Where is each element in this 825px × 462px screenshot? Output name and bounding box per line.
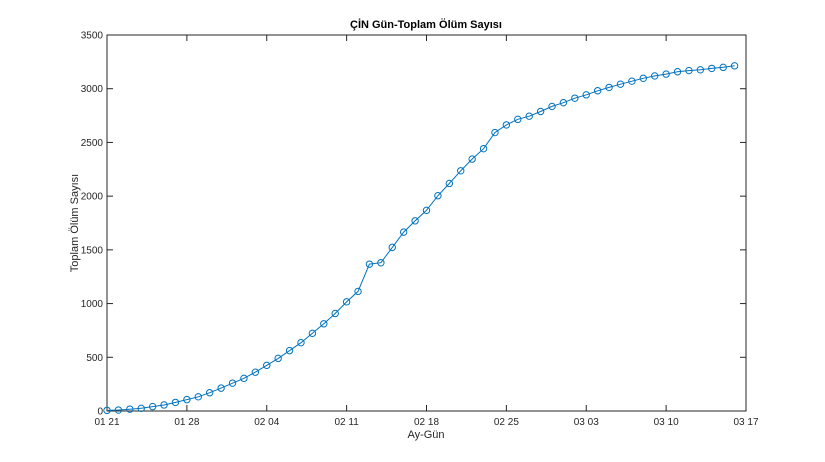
- series-line: [106, 65, 735, 411]
- data-point-marker: [502, 121, 511, 129]
- x-axis-label: Ay-Gün: [407, 429, 444, 441]
- x-tick-label: 03 17: [733, 417, 758, 428]
- data-point-marker: [491, 128, 499, 137]
- x-tick-label: 01 21: [94, 417, 119, 428]
- data-point-marker: [240, 374, 248, 383]
- data-point-marker: [525, 112, 533, 120]
- data-point-marker: [320, 320, 328, 328]
- data-point-marker: [708, 64, 716, 73]
- data-series: [103, 62, 739, 415]
- data-point-marker: [582, 91, 590, 99]
- data-point-marker: [331, 309, 339, 318]
- x-tick-label: 02 11: [334, 417, 359, 428]
- data-point-marker: [605, 83, 613, 92]
- data-point-marker: [468, 155, 476, 163]
- y-tick-label: 3500: [81, 31, 104, 42]
- data-point-marker: [434, 192, 442, 200]
- y-tick-label: 3000: [81, 84, 104, 95]
- data-point-marker: [411, 217, 419, 225]
- data-point-marker: [126, 405, 134, 413]
- data-point-marker: [730, 62, 739, 70]
- x-tick-label: 03 03: [574, 417, 599, 428]
- data-point-marker: [514, 115, 522, 124]
- data-point-marker: [651, 72, 659, 80]
- y-tick-label: 500: [86, 353, 103, 364]
- data-point-marker: [696, 66, 705, 74]
- x-tick-label: 02 18: [414, 417, 439, 428]
- data-point-marker: [274, 354, 282, 363]
- data-point-marker: [251, 368, 260, 376]
- data-point-marker: [628, 77, 636, 85]
- data-point-marker: [342, 298, 351, 306]
- data-point-marker: [673, 68, 682, 76]
- x-tick-label: 01 28: [174, 417, 199, 428]
- data-point-marker: [639, 74, 648, 82]
- data-point-marker: [719, 63, 727, 72]
- data-point-marker: [685, 66, 693, 75]
- data-point-marker: [593, 87, 602, 95]
- data-point-marker: [388, 243, 396, 252]
- y-axis: 0 500 1000 1500 2000 2500 3000 3500: [81, 31, 746, 418]
- data-point-marker: [365, 260, 374, 268]
- data-point-marker: [297, 338, 305, 347]
- data-point-marker: [103, 406, 111, 415]
- data-point-marker: [479, 144, 488, 153]
- data-point-marker: [160, 401, 168, 409]
- y-tick-label: 2000: [81, 192, 104, 203]
- data-point-marker: [228, 379, 237, 387]
- data-point-marker: [548, 102, 556, 111]
- data-point-marker: [616, 80, 625, 88]
- data-point-marker: [194, 393, 202, 401]
- y-axis-label: Toplam Ölüm Sayısı: [69, 174, 81, 272]
- x-tick-label: 02 04: [254, 417, 279, 428]
- y-tick-label: 0: [97, 407, 103, 418]
- data-point-marker: [445, 179, 454, 188]
- data-point-marker: [559, 98, 568, 107]
- data-point-marker: [285, 346, 294, 355]
- axes-box: [106, 34, 747, 412]
- y-tick-label: 1000: [81, 299, 104, 310]
- data-point-marker: [422, 206, 431, 215]
- x-tick-label: 03 10: [654, 417, 679, 428]
- plot-area: [106, 34, 747, 412]
- data-point-marker: [354, 287, 362, 296]
- chart-title: ÇİN Gün-Toplam Ölüm Sayısı: [350, 18, 502, 31]
- x-axis: 01 21 01 28 02 04 02 11 02 18 02 25 03 03 03 10…: [94, 35, 759, 428]
- data-point-marker: [217, 384, 225, 392]
- data-point-marker: [137, 404, 145, 413]
- data-point-marker: [457, 167, 465, 175]
- y-tick-label: 1500: [81, 245, 104, 256]
- x-tick-label: 02 25: [494, 417, 519, 428]
- data-point-marker: [114, 406, 123, 414]
- data-point-marker: [148, 402, 157, 411]
- data-point-marker: [536, 107, 545, 116]
- data-point-marker: [205, 389, 214, 397]
- data-point-marker: [171, 398, 180, 407]
- data-point-marker: [377, 259, 385, 267]
- data-point-marker: [308, 329, 317, 338]
- data-point-marker: [662, 70, 670, 78]
- data-point-marker: [263, 361, 271, 370]
- data-point-marker: [399, 228, 408, 236]
- data-point-marker: [183, 395, 191, 404]
- data-point-marker: [571, 94, 579, 102]
- series-markers: [103, 62, 739, 415]
- y-tick-label: 2500: [81, 138, 104, 149]
